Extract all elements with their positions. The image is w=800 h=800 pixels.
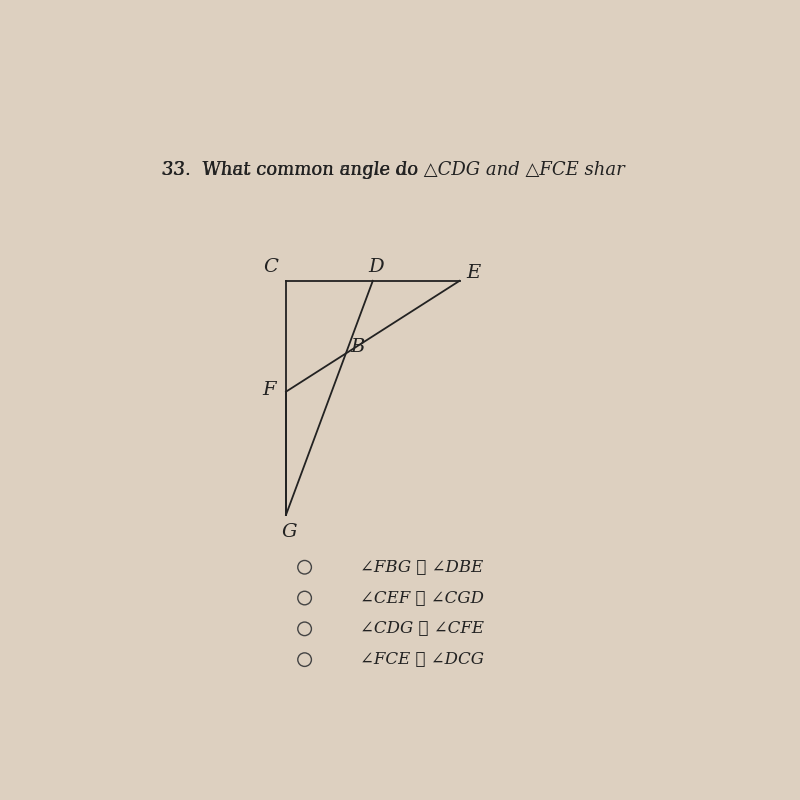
Text: D: D xyxy=(368,258,384,276)
Text: C: C xyxy=(263,258,278,276)
Text: ∠FBG ≅ ∠DBE: ∠FBG ≅ ∠DBE xyxy=(360,558,484,576)
Text: ∠CDG ≅ ∠CFE: ∠CDG ≅ ∠CFE xyxy=(360,620,485,638)
Text: E: E xyxy=(466,265,480,282)
Text: 33.  What common angle do △​CDG and △​FCE shar: 33. What common angle do △​CDG and △​FCE… xyxy=(162,161,625,179)
Text: F: F xyxy=(262,382,275,399)
Text: G: G xyxy=(282,523,297,541)
Text: ∠FCE ≅ ∠DCG: ∠FCE ≅ ∠DCG xyxy=(360,651,485,668)
Text: ∠CEF ≅ ∠CGD: ∠CEF ≅ ∠CGD xyxy=(360,590,485,606)
Text: B: B xyxy=(350,338,364,356)
Text: 33.  What common angle do: 33. What common angle do xyxy=(162,161,424,179)
